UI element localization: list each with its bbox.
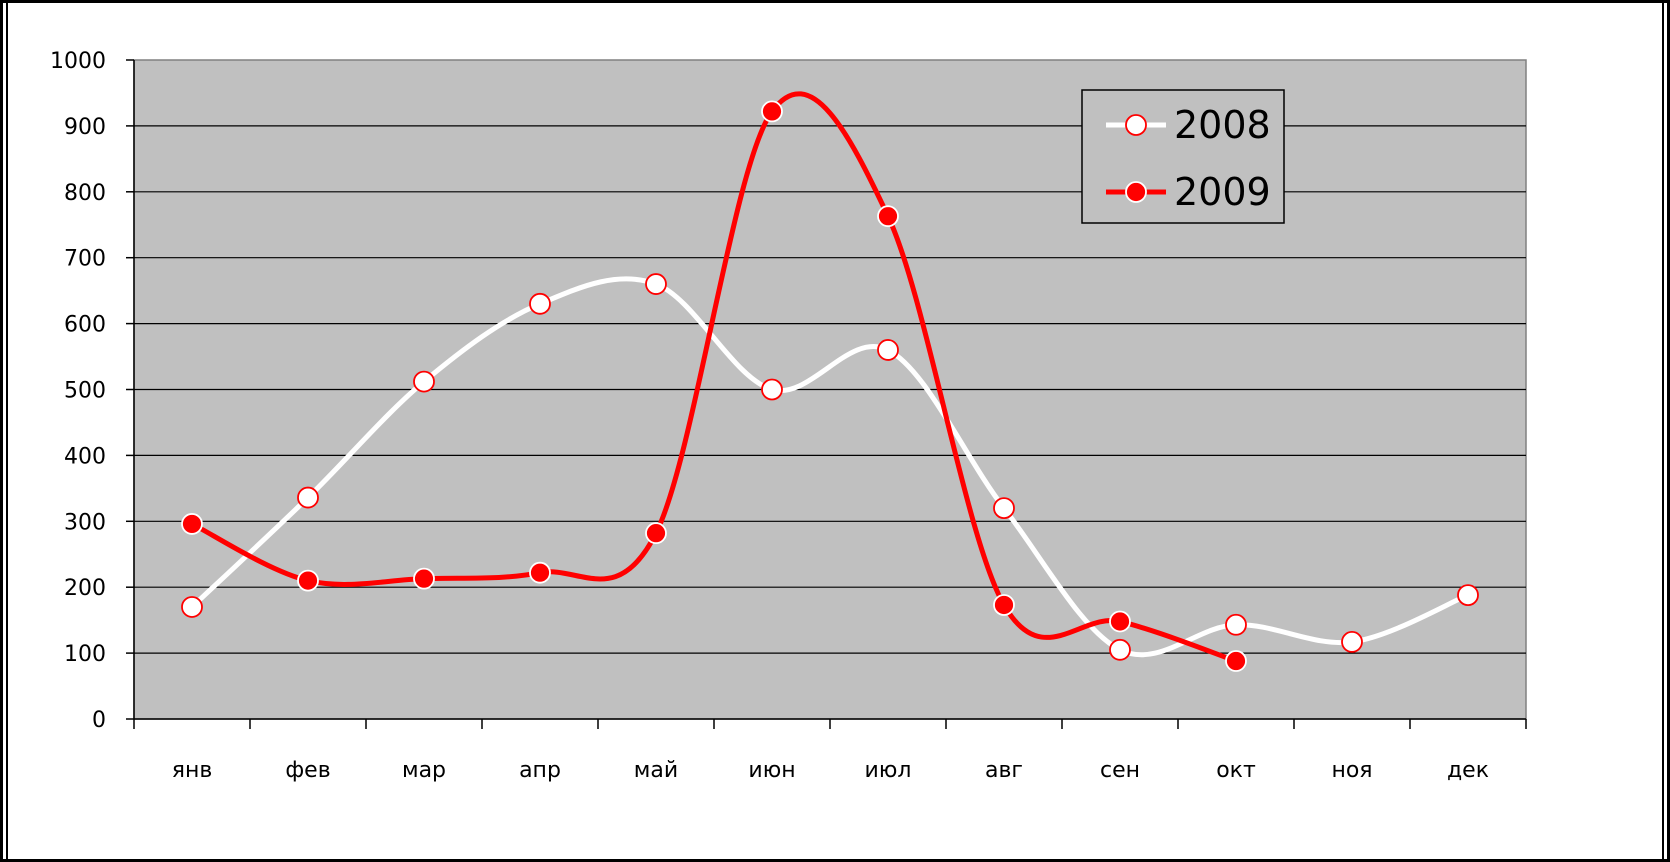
x-tick-label-авг: авг [985,758,1023,783]
point-2009-июл [877,205,899,228]
legend-label-2009: 2009 [1174,170,1271,214]
y-tick-label-300: 300 [64,510,106,535]
x-tick-label-апр: апр [519,758,561,783]
y-tick-label-600: 600 [64,313,106,338]
point-2008-май [645,273,667,295]
point-2008-янв [181,596,203,618]
point-2008-апр [529,292,551,315]
point-2009-янв [181,513,203,535]
point-2009-мар [413,567,435,590]
point-2009-авг [993,594,1015,616]
point-2008-сен [1109,638,1131,661]
point-2008-фев [297,486,319,509]
legend-marker-2008 [1125,114,1147,136]
x-tick-label-май: май [634,758,678,783]
point-2009-фев [297,569,319,592]
x-tick-label-сен: сен [1100,758,1140,783]
point-2008-дек [1457,584,1479,607]
x-tick-label-янв: янв [172,758,213,783]
point-2009-июн [761,100,783,123]
x-tick-label-мар: мар [402,758,446,783]
x-tick-label-окт: окт [1216,758,1256,783]
y-tick-label-1000: 1000 [50,49,106,74]
point-2008-окт [1225,613,1247,636]
x-tick-label-ноя: ноя [1331,758,1372,783]
x-tick-label-июн: июн [748,758,795,783]
y-tick-label-800: 800 [64,181,106,206]
point-2008-мар [413,370,435,393]
legend-marker-2009 [1125,181,1147,203]
y-tick-label-200: 200 [64,576,106,601]
y-tick-label-100: 100 [64,642,106,667]
legend-label-2008: 2008 [1174,103,1271,147]
y-tick-label-700: 700 [64,247,106,272]
point-2008-ноя [1341,630,1363,653]
point-2009-апр [529,561,551,584]
y-tick-label-0: 0 [92,708,106,733]
point-2008-июн [761,378,783,401]
point-2009-сен [1109,610,1131,633]
point-2008-июл [877,339,899,361]
series-2008 [181,273,1479,661]
x-tick-label-июл: июл [865,758,912,783]
x-tick-label-фев: фев [285,758,330,783]
y-tick-label-400: 400 [64,444,106,469]
point-2008-авг [993,497,1015,520]
legend-box [1081,89,1285,224]
point-2009-май [645,522,667,545]
series-2009 [181,91,1247,672]
x-tick-label-дек: дек [1447,758,1489,783]
y-tick-label-900: 900 [64,115,106,140]
point-2009-окт [1225,650,1247,672]
y-tick-label-500: 500 [64,379,106,404]
